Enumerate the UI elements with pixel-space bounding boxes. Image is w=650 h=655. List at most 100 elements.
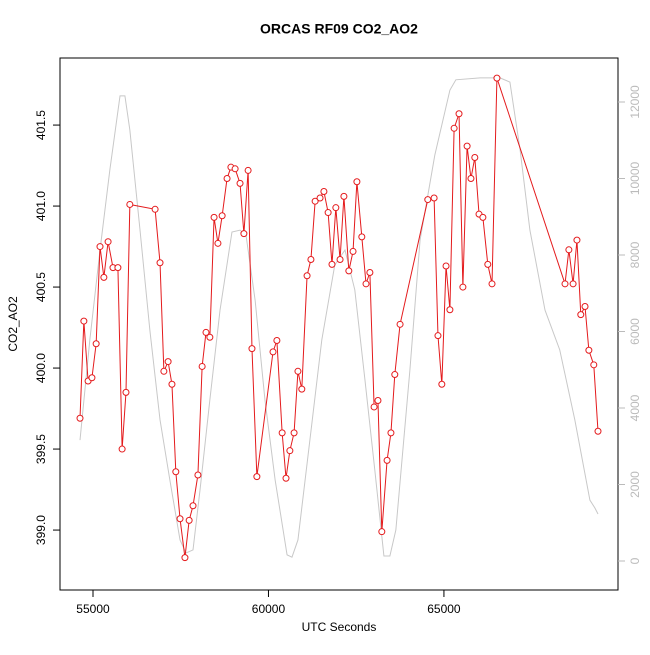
data-point [374,396,382,404]
data-point [303,272,311,280]
data-point [366,268,374,276]
data-point [324,209,332,217]
data-point [202,328,210,336]
data-point [76,414,84,422]
data-point [565,246,573,254]
data-point [467,175,475,183]
data-point [114,264,122,272]
data-point [349,247,357,255]
data-point [396,320,404,328]
data-point [340,192,348,200]
data-point [240,230,248,238]
data-point [573,236,581,244]
data-point [278,429,286,437]
data-point [569,280,577,288]
data-point [484,260,492,268]
data-point [455,110,463,118]
data-point [236,179,244,187]
data-point [198,362,206,370]
data-point [282,474,290,482]
data-point [353,178,361,186]
x-tick-label: 65000 [427,602,461,616]
data-point [194,471,202,479]
data-point [151,205,159,213]
data-point [378,528,386,536]
x-tick-label: 60000 [252,602,286,616]
data-point [345,267,353,275]
y-tick-label: 401.5 [34,110,48,140]
data-point [370,403,378,411]
data-point [590,361,598,369]
data-point [248,345,256,353]
data-point [100,273,108,281]
y-axis-label: CO2_AO2 [6,296,20,352]
data-point [424,196,432,204]
data-point [320,187,328,195]
data-point [80,317,88,325]
series-line [79,77,599,558]
data-point [189,502,197,510]
data-point [471,153,479,161]
data-point [156,259,164,267]
y2-tick-label: 6000 [628,318,642,345]
data-point [126,200,134,208]
data-point [231,165,239,173]
y-tick-label: 400.5 [34,272,48,302]
data-point [336,256,344,264]
data-point [328,260,336,268]
data-point [463,142,471,150]
data-point [290,429,298,437]
data-point [122,388,130,396]
y-tick-label: 401.0 [34,191,48,221]
data-point [332,204,340,212]
x-tick-label: 55000 [76,602,110,616]
data-point [206,333,214,341]
data-point [92,340,100,348]
y-tick-label: 399.5 [34,434,48,464]
y2-tick-label: 12000 [628,85,642,119]
y2-tick-label: 0 [628,557,642,564]
data-point [269,348,277,356]
data-point [594,427,602,435]
data-point [185,516,193,524]
data-point [387,429,395,437]
data-point [446,306,454,314]
data-point [104,238,112,246]
data-point [307,256,315,264]
data-point [172,468,180,476]
data-point [450,124,458,132]
plot-frame [59,57,619,591]
data-point [383,456,391,464]
data-point [118,445,126,453]
data-point [244,166,252,174]
data-point [430,194,438,202]
data-point [164,358,172,366]
data-point [181,554,189,562]
data-point [391,371,399,379]
y-tick-label: 400.0 [34,353,48,383]
data-point [96,243,104,251]
y-tick-label: 399.0 [34,515,48,545]
y2-tick-label: 10000 [628,161,642,195]
data-point [298,385,306,393]
data-point [459,283,467,291]
data-point [214,239,222,247]
data-point [434,332,442,340]
data-point [218,212,226,220]
data-point [577,311,585,319]
data-point [294,367,302,375]
data-point [362,280,370,288]
data-point [479,213,487,221]
y2-tick-label: 4000 [628,394,642,421]
data-point [316,194,324,202]
data-point [493,74,501,82]
data-point [253,473,261,481]
chart-title: ORCAS RF09 CO2_AO2 [260,21,418,37]
data-point [176,515,184,523]
data-point [311,197,319,205]
data-point [442,262,450,270]
data-point [581,303,589,311]
y2-tick-label: 2000 [628,471,642,498]
